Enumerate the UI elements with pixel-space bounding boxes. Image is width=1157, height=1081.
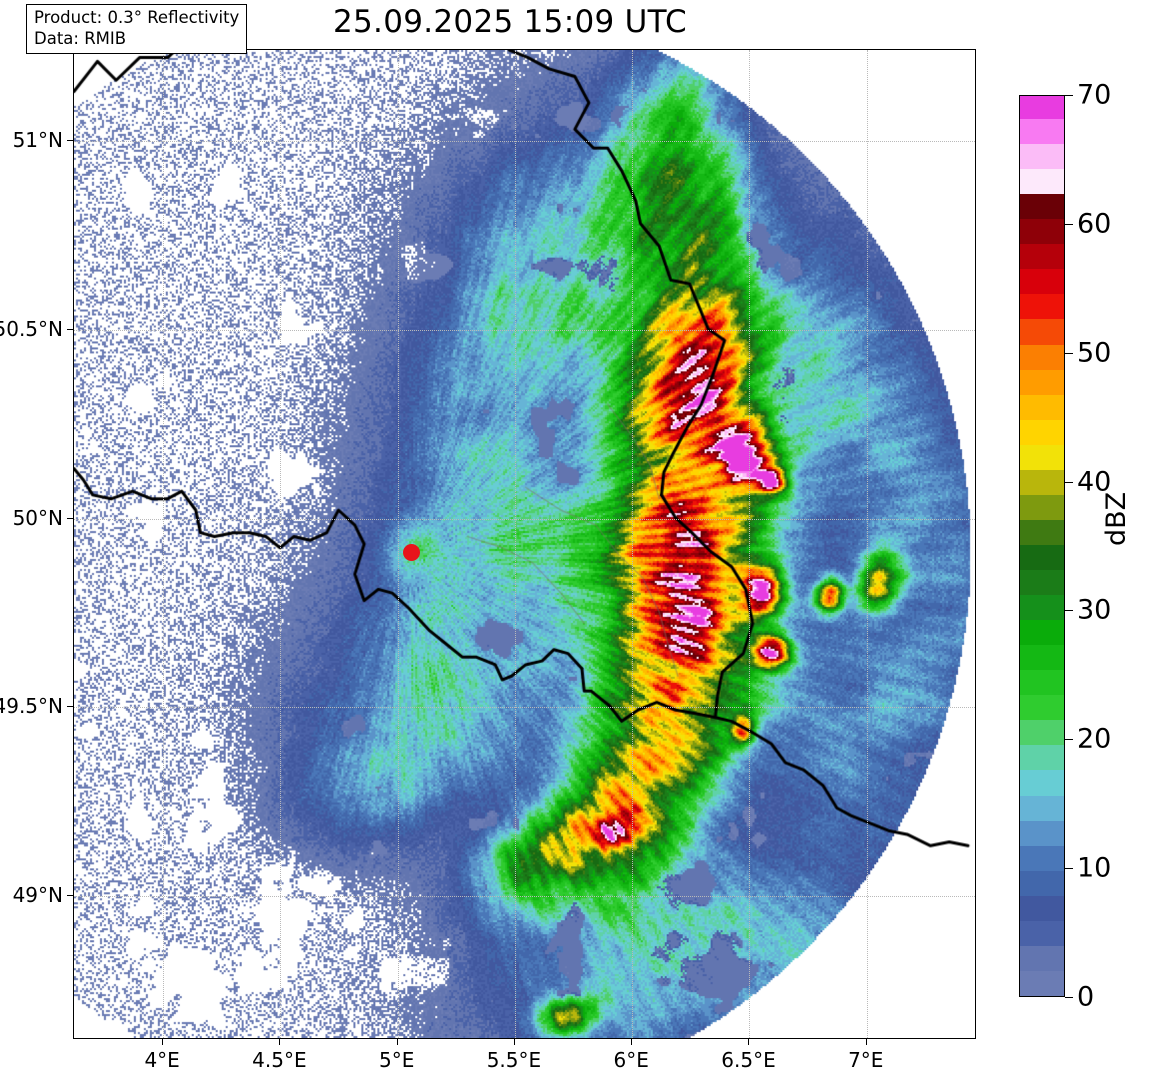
colorbar-band-28: [1020, 268, 1064, 295]
xtick-label-5: 6.5°E: [721, 1048, 776, 1072]
xtick-mark-6: [865, 1039, 867, 1045]
annotation-data-line: Data: RMIB: [34, 28, 127, 48]
colorbar-tick-label-4: 40: [1077, 466, 1112, 498]
colorbar-band-14: [1020, 619, 1064, 646]
colorbar-tick-mark-5: [1065, 352, 1073, 354]
ytick-label-3: 50.5°N: [0, 316, 63, 341]
colorbar-band-13: [1020, 644, 1064, 671]
colorbar-band-33: [1020, 143, 1064, 170]
colorbar-band-30: [1020, 218, 1064, 245]
colorbar-band-11: [1020, 694, 1064, 721]
radar-map-plot[interactable]: [73, 49, 976, 1039]
colorbar-band-4: [1020, 870, 1064, 896]
colorbar-band-8: [1020, 769, 1064, 796]
colorbar-band-16: [1020, 569, 1064, 596]
radar-reflectivity-image: [74, 50, 975, 1038]
colorbar-band-25: [1020, 343, 1064, 370]
colorbar-band-23: [1020, 393, 1064, 420]
colorbar-tick-mark-2: [1065, 739, 1073, 741]
colorbar-band-32: [1020, 168, 1064, 195]
colorbar-band-7: [1020, 794, 1064, 821]
colorbar-tick-mark-4: [1065, 481, 1073, 483]
colorbar-band-24: [1020, 368, 1064, 395]
colorbar-band-31: [1020, 193, 1064, 220]
ytick-mark-3: [67, 328, 73, 330]
colorbar-band-9: [1020, 744, 1064, 771]
colorbar-band-6: [1020, 819, 1064, 846]
xtick-mark-0: [162, 1039, 164, 1045]
ytick-label-4: 51°N: [12, 127, 63, 152]
colorbar-band-1: [1020, 945, 1064, 971]
annotation-box: Product: 0.3° Reflectivity Data: RMIB: [26, 4, 248, 55]
xtick-label-2: 5°E: [378, 1048, 415, 1072]
xtick-mark-3: [513, 1039, 515, 1045]
colorbar-tick-label-0: 0: [1077, 981, 1095, 1013]
colorbar-band-35: [1020, 95, 1064, 120]
ytick-label-1: 49.5°N: [0, 694, 63, 719]
colorbar-tick-mark-1: [1065, 868, 1073, 870]
ytick-label-2: 50°N: [12, 505, 63, 530]
ytick-mark-0: [67, 895, 73, 897]
colorbar-band-0: [1020, 970, 1064, 996]
xtick-mark-5: [748, 1039, 750, 1045]
colorbar-axis-label: dBZ: [1101, 491, 1132, 546]
colorbar-tick-label-1: 10: [1077, 852, 1112, 884]
colorbar-band-5: [1020, 844, 1064, 871]
xtick-mark-4: [631, 1039, 633, 1045]
colorbar-band-10: [1020, 719, 1064, 746]
colorbar-band-2: [1020, 920, 1064, 946]
colorbar: [1019, 95, 1065, 997]
annotation-product-line: Product: 0.3° Reflectivity: [34, 8, 240, 27]
radar-site-marker: [403, 544, 421, 562]
xtick-label-0: 4°E: [144, 1048, 180, 1072]
colorbar-band-22: [1020, 419, 1064, 445]
colorbar-band-17: [1020, 544, 1064, 571]
colorbar-tick-label-6: 60: [1077, 208, 1112, 240]
xtick-mark-2: [396, 1039, 398, 1045]
colorbar-band-19: [1020, 494, 1064, 520]
colorbar-tick-label-2: 20: [1077, 723, 1112, 755]
ytick-label-0: 49°N: [12, 883, 63, 908]
colorbar-band-18: [1020, 519, 1064, 545]
xtick-label-6: 7°E: [848, 1048, 884, 1072]
ytick-mark-4: [67, 139, 73, 141]
colorbar-band-21: [1020, 444, 1064, 470]
xtick-label-4: 6°E: [613, 1048, 649, 1072]
colorbar-band-26: [1020, 318, 1064, 345]
colorbar-band-12: [1020, 669, 1064, 696]
xtick-label-1: 4.5°E: [252, 1048, 307, 1072]
colorbar-tick-mark-0: [1065, 997, 1073, 998]
ytick-mark-1: [67, 706, 73, 708]
colorbar-band-27: [1020, 293, 1064, 320]
page-title: 25.09.2025 15:09 UTC: [333, 4, 687, 40]
colorbar-tick-mark-6: [1065, 223, 1073, 225]
xtick-label-3: 5.5°E: [486, 1048, 542, 1072]
colorbar-band-3: [1020, 895, 1064, 921]
colorbar-tick-mark-7: [1065, 95, 1073, 96]
colorbar-band-20: [1020, 469, 1064, 495]
colorbar-tick-label-3: 30: [1077, 594, 1112, 626]
xtick-mark-1: [279, 1039, 281, 1045]
colorbar-band-34: [1020, 118, 1064, 145]
colorbar-tick-label-7: 70: [1077, 79, 1112, 111]
colorbar-band-15: [1020, 594, 1064, 621]
colorbar-tick-label-5: 50: [1077, 337, 1112, 369]
colorbar-tick-mark-3: [1065, 610, 1073, 612]
ytick-mark-2: [67, 517, 73, 519]
colorbar-band-29: [1020, 243, 1064, 270]
